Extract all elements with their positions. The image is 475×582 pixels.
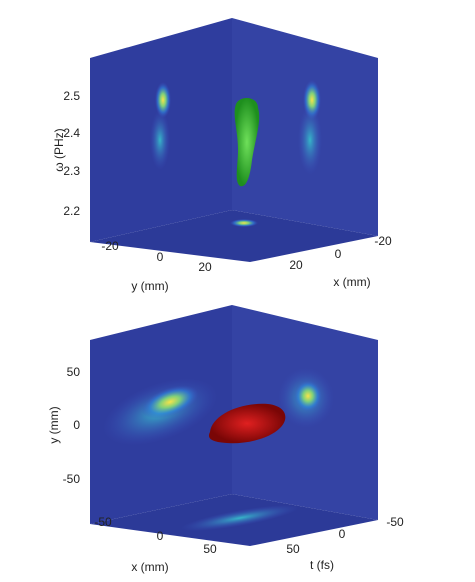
isosurface (208, 403, 286, 444)
tick-label: 0 (73, 418, 80, 432)
axis-label: y (mm) (47, 406, 61, 443)
axis-label: x (mm) (333, 275, 370, 289)
projection (230, 219, 258, 227)
isosurface (234, 98, 260, 187)
axis-label: ω (PHz) (52, 128, 66, 171)
tick-label: -50 (94, 515, 112, 529)
panel-top (90, 18, 378, 262)
projection (294, 380, 322, 412)
tick-label: 0 (339, 527, 346, 541)
tick-label: -20 (101, 239, 119, 253)
tick-label: 50 (286, 542, 300, 556)
axis-label: t (fs) (310, 558, 334, 572)
projection (150, 110, 170, 170)
tick-label: 20 (198, 260, 212, 274)
tick-label: 50 (67, 365, 81, 379)
tick-label: 0 (157, 529, 164, 543)
tick-label: -20 (374, 234, 392, 248)
axis-labels: 2.5 2.4 2.3 2.2 ω (PHz) -20 0 20 y (mm) -20 0 20 x (… (47, 89, 404, 574)
tick-label: 2.5 (63, 89, 80, 103)
panel-bottom (90, 305, 378, 546)
tick-label: 2.3 (63, 164, 80, 178)
projection (180, 504, 300, 532)
tick-label: 0 (335, 247, 342, 261)
face-floor (90, 210, 378, 262)
projection (141, 385, 199, 419)
tick-label: 50 (203, 542, 217, 556)
axis-label: x (mm) (131, 560, 168, 574)
tick-label: 2.2 (63, 204, 80, 218)
tick-label: 20 (289, 258, 303, 272)
tick-label: 2.4 (63, 126, 80, 140)
tick-label: -50 (386, 515, 404, 529)
tick-label: 0 (157, 250, 164, 264)
projection (298, 105, 322, 175)
tick-label: -50 (63, 472, 81, 486)
projection (155, 82, 171, 118)
axis-label: y (mm) (131, 279, 168, 293)
